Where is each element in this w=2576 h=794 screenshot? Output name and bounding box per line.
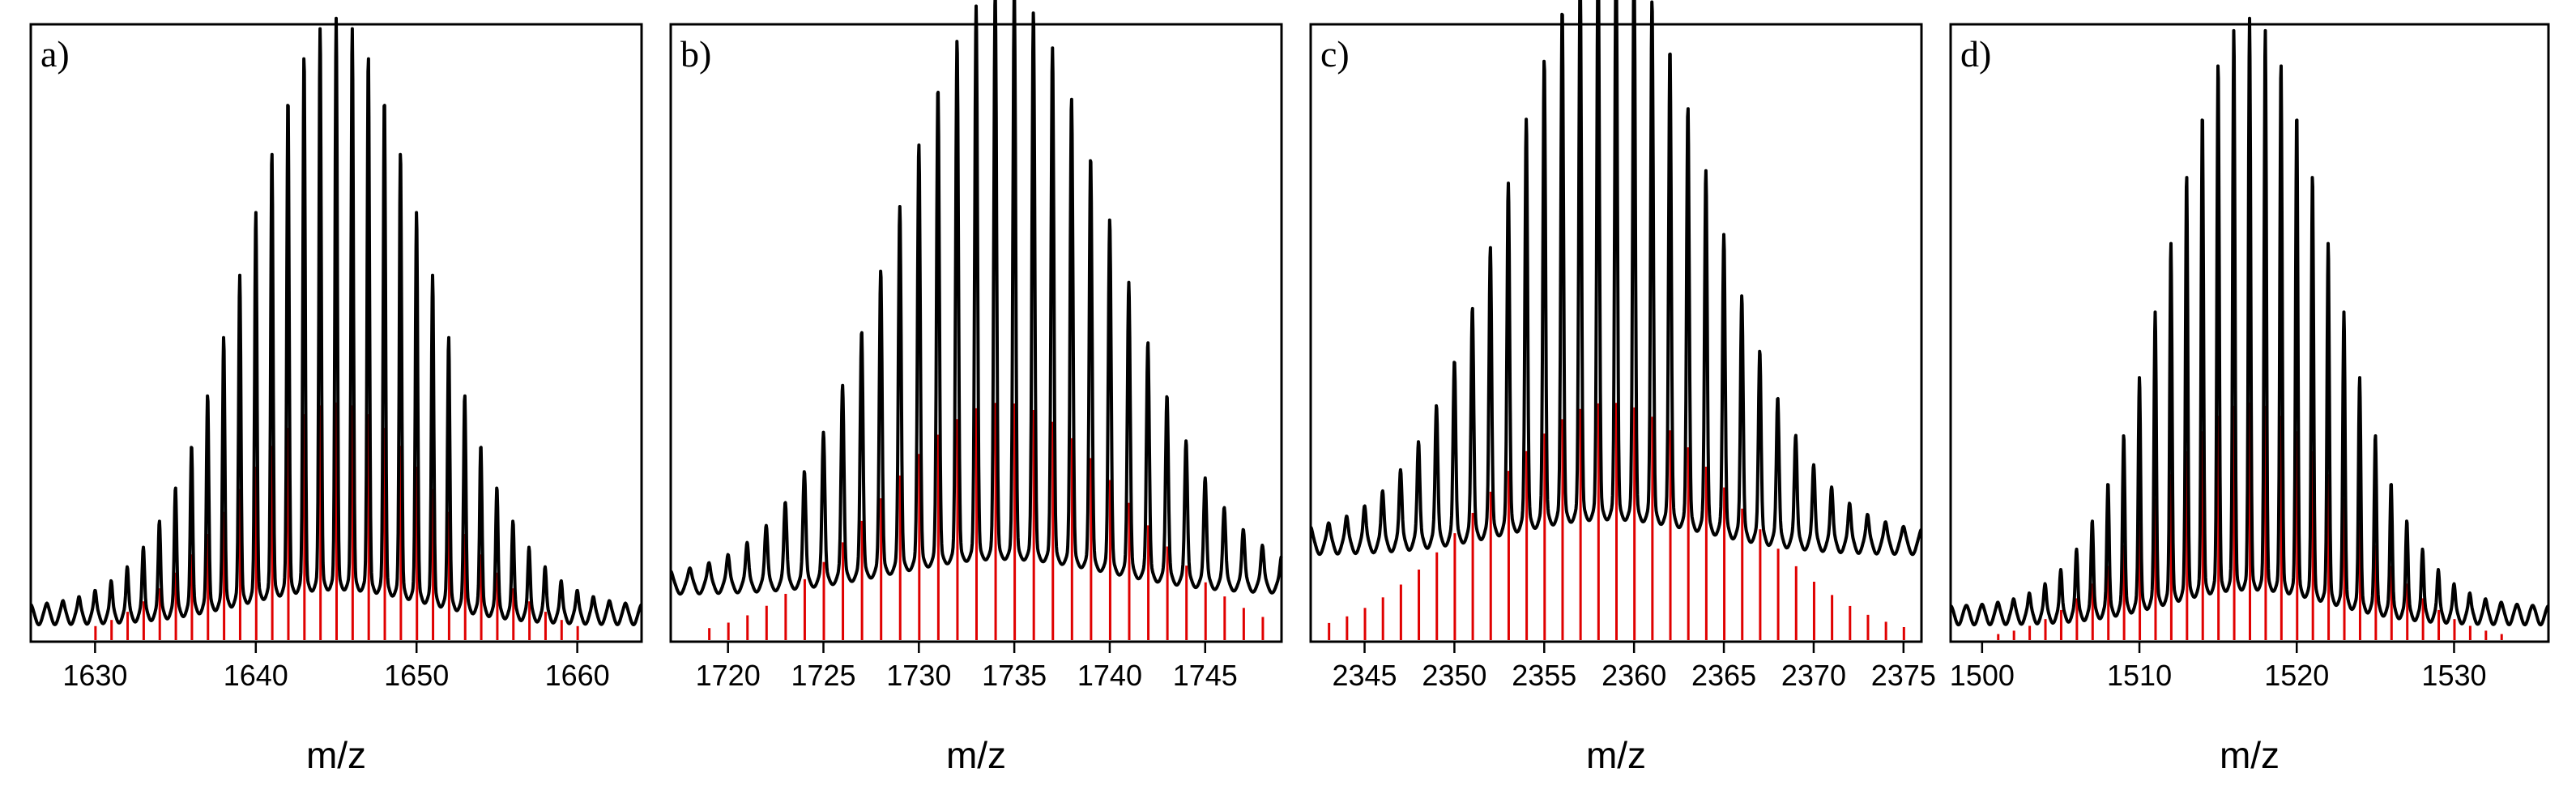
x-tick-label: 2360 <box>1601 659 1666 692</box>
x-axis-label: m/z <box>306 734 366 776</box>
experimental-profile <box>669 0 1283 596</box>
panel-label: d) <box>1960 33 1991 75</box>
panel-label: b) <box>680 33 711 75</box>
experimental-profile <box>29 16 643 626</box>
panel-a: a) 1630 1640 1650 1660 m/z <box>29 16 643 776</box>
x-tick-label: 1640 <box>224 659 288 692</box>
x-tick-label: 1740 <box>1077 659 1142 692</box>
x-tick-label: 1730 <box>886 659 951 692</box>
x-tick-label: 1630 <box>62 659 127 692</box>
x-tick-label: 1650 <box>384 659 449 692</box>
panel-label: a) <box>41 33 70 75</box>
x-axis-label: m/z <box>946 734 1006 776</box>
x-axis-label: m/z <box>1586 734 1646 776</box>
theoretical-sticks <box>1328 403 1905 640</box>
x-tick-label: 1735 <box>982 659 1047 692</box>
experimental-profile <box>1309 0 1923 557</box>
x-tick-label: 2345 <box>1332 659 1397 692</box>
x-tick-label: 1500 <box>1950 659 2015 692</box>
panel-c: c) 2345 2350 2355 2360 2365 2370 2375 m/z <box>1309 0 1936 776</box>
x-tick-label: 1660 <box>545 659 610 692</box>
x-tick-label: 2370 <box>1781 659 1846 692</box>
x-tick-label: 1720 <box>696 659 761 692</box>
panel-b: b) 1720 1725 1730 1735 1740 1745 m/z <box>669 0 1283 776</box>
x-tick-label: 1725 <box>791 659 855 692</box>
x-tick-label: 1510 <box>2107 659 2172 692</box>
x-tick-label: 1520 <box>2264 659 2329 692</box>
panel-d: d) 1500 1510 1520 1530 m/z <box>1949 16 2550 776</box>
x-axis-ticks: 1500 1510 1520 1530 <box>1950 642 2487 692</box>
x-axis-ticks: 1630 1640 1650 1660 <box>62 642 610 692</box>
x-tick-label: 1530 <box>2421 659 2486 692</box>
x-tick-label: 2365 <box>1691 659 1756 692</box>
x-axis-label: m/z <box>2220 734 2280 776</box>
x-axis-ticks: 1720 1725 1730 1735 1740 1745 <box>696 642 1238 692</box>
x-tick-label: 1745 <box>1173 659 1238 692</box>
panel-label: c) <box>1320 33 1350 75</box>
theoretical-sticks <box>708 403 1265 640</box>
x-axis-ticks: 2345 2350 2355 2360 2365 2370 2375 <box>1332 642 1936 692</box>
x-tick-label: 2355 <box>1512 659 1576 692</box>
x-tick-label: 2375 <box>1871 659 1936 692</box>
x-tick-label: 2350 <box>1422 659 1486 692</box>
experimental-profile <box>1949 16 2550 627</box>
